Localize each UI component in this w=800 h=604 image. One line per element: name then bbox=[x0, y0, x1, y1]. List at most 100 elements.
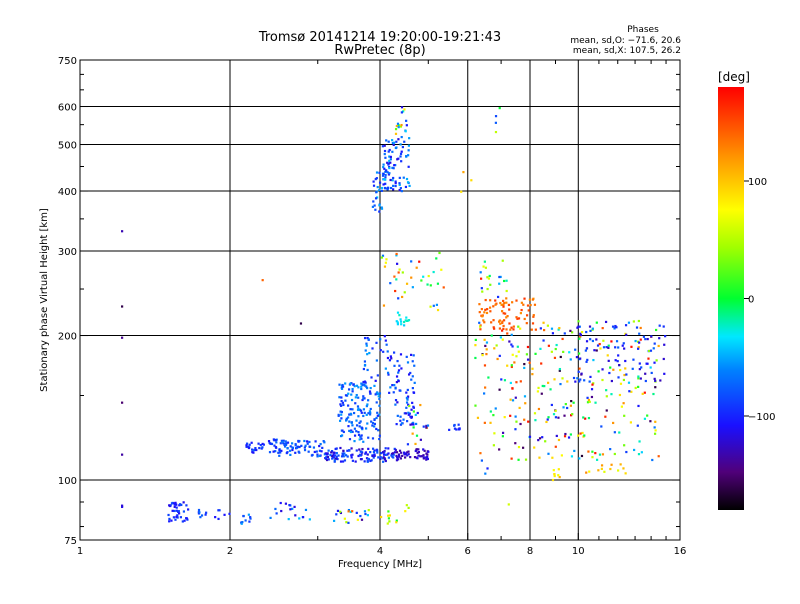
data-point bbox=[483, 392, 486, 395]
data-point bbox=[342, 430, 345, 434]
data-point bbox=[604, 415, 607, 418]
data-point bbox=[515, 316, 518, 319]
x-tick-label: 16 bbox=[674, 546, 687, 557]
data-point bbox=[387, 162, 390, 165]
data-point bbox=[659, 379, 662, 382]
data-point bbox=[510, 457, 513, 460]
data-point bbox=[294, 444, 297, 447]
data-point bbox=[405, 504, 408, 507]
scatter-points bbox=[121, 106, 667, 525]
data-point bbox=[492, 414, 495, 417]
data-point bbox=[223, 513, 226, 516]
data-point bbox=[637, 375, 640, 378]
data-point bbox=[395, 320, 398, 323]
data-point bbox=[363, 360, 367, 363]
data-point bbox=[366, 353, 369, 356]
data-point bbox=[584, 349, 587, 352]
data-point bbox=[351, 459, 354, 462]
data-point bbox=[407, 149, 410, 152]
data-point bbox=[378, 434, 381, 437]
data-point bbox=[553, 378, 556, 381]
data-point bbox=[286, 447, 289, 450]
data-point bbox=[405, 401, 409, 404]
data-point bbox=[409, 423, 412, 426]
data-point bbox=[378, 397, 381, 401]
data-point bbox=[350, 447, 353, 450]
data-point bbox=[497, 320, 501, 323]
data-point bbox=[523, 362, 526, 366]
data-point bbox=[511, 345, 514, 348]
data-point bbox=[382, 456, 385, 459]
data-point bbox=[393, 364, 396, 367]
data-point bbox=[358, 421, 361, 425]
data-point bbox=[405, 119, 408, 122]
data-point bbox=[621, 344, 624, 347]
data-point bbox=[591, 339, 595, 343]
data-point bbox=[340, 455, 344, 458]
data-point bbox=[569, 329, 572, 332]
data-point bbox=[329, 454, 332, 457]
data-point bbox=[624, 359, 627, 363]
data-point bbox=[381, 451, 385, 454]
data-point bbox=[285, 442, 288, 445]
data-point bbox=[278, 454, 281, 457]
data-point bbox=[351, 453, 354, 456]
data-point bbox=[568, 351, 571, 354]
data-point bbox=[406, 443, 410, 446]
data-point bbox=[614, 324, 617, 328]
x-tick-label: 10 bbox=[572, 546, 585, 557]
data-point bbox=[378, 392, 382, 395]
data-point bbox=[398, 176, 401, 179]
data-point bbox=[294, 443, 297, 446]
data-point bbox=[412, 405, 415, 408]
data-point bbox=[523, 297, 526, 300]
data-point bbox=[355, 449, 358, 452]
colorbar bbox=[718, 87, 744, 510]
data-point bbox=[378, 404, 381, 407]
data-point bbox=[294, 451, 297, 454]
data-point bbox=[412, 426, 415, 429]
data-point bbox=[414, 442, 417, 446]
data-point bbox=[280, 439, 283, 442]
data-point bbox=[375, 171, 379, 174]
data-point bbox=[182, 510, 186, 513]
data-point bbox=[578, 352, 581, 355]
data-point bbox=[287, 518, 290, 521]
data-point bbox=[611, 325, 615, 328]
data-point bbox=[519, 327, 522, 330]
data-point bbox=[408, 184, 411, 188]
data-point bbox=[569, 404, 572, 407]
data-point bbox=[415, 266, 418, 269]
data-point bbox=[384, 367, 387, 370]
data-point bbox=[496, 295, 500, 299]
data-point bbox=[654, 379, 657, 382]
data-point bbox=[552, 469, 555, 472]
data-point bbox=[304, 508, 308, 512]
data-point bbox=[623, 347, 626, 350]
data-point bbox=[552, 413, 556, 416]
axis-ticks: 1 2 4 6 8 10 16 75 100 200 300 400 500 600 750 bbox=[58, 56, 686, 557]
data-point bbox=[396, 122, 400, 125]
data-point bbox=[399, 457, 403, 460]
data-point bbox=[412, 421, 415, 424]
data-point bbox=[594, 452, 597, 455]
data-point bbox=[607, 344, 610, 347]
data-point bbox=[494, 299, 497, 302]
data-point bbox=[393, 141, 396, 144]
data-point bbox=[121, 230, 124, 233]
data-point bbox=[345, 454, 348, 457]
data-point bbox=[404, 185, 408, 189]
data-point bbox=[409, 371, 412, 375]
data-point bbox=[347, 392, 350, 395]
data-point bbox=[379, 349, 382, 352]
data-point bbox=[288, 449, 292, 452]
data-point bbox=[351, 387, 354, 391]
data-point bbox=[486, 287, 489, 291]
data-point bbox=[609, 366, 612, 369]
data-point bbox=[169, 504, 172, 507]
data-point bbox=[489, 310, 492, 313]
data-point bbox=[284, 502, 288, 505]
data-point bbox=[318, 454, 321, 458]
data-point bbox=[457, 423, 460, 426]
data-point bbox=[379, 457, 382, 461]
